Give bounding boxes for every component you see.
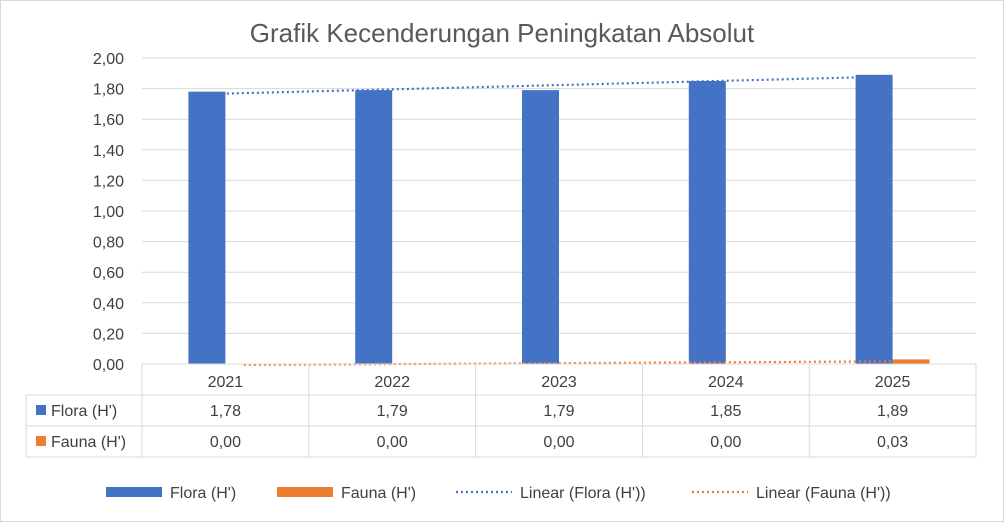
- bar-flora: [855, 74, 893, 364]
- data-table: 2021 2022 2023 2024 2025 Flora (H') 1,78 1,79 1,…: [25, 363, 977, 458]
- data-label: 1,79: [377, 403, 408, 420]
- bar-flora: [522, 90, 559, 364]
- bar-flora: [688, 80, 726, 364]
- y-tick-label: 1,00: [93, 204, 124, 221]
- bar-flora: [355, 90, 393, 364]
- y-tick-label: 0,20: [93, 326, 124, 343]
- data-label: 1,89: [877, 403, 908, 420]
- legend-swatch-flora: [106, 487, 162, 497]
- y-tick-label: 0,40: [93, 296, 124, 313]
- y-tick-label: 1,60: [93, 112, 124, 129]
- table-series-key: [36, 436, 46, 446]
- table-series-name: Flora (H'): [51, 403, 117, 420]
- data-label: 1,79: [543, 403, 574, 420]
- data-label: 1,85: [710, 403, 741, 420]
- legend-label-trend-flora: Linear (Flora (H')): [520, 485, 646, 502]
- data-label: 0,00: [543, 434, 574, 451]
- data-label: 0,03: [877, 434, 908, 451]
- y-tick-label: 1,20: [93, 173, 124, 190]
- bar-flora: [188, 91, 226, 364]
- data-label: 1,78: [210, 403, 241, 420]
- legend-label-fauna: Fauna (H'): [341, 485, 416, 502]
- table-series-name: Fauna (H'): [51, 434, 126, 451]
- table-series-key: [36, 405, 46, 415]
- bar-fauna: [892, 359, 930, 364]
- y-tick-label: 0,80: [93, 235, 124, 252]
- y-tick-label: 1,40: [93, 143, 124, 160]
- category-label: 2025: [875, 374, 911, 391]
- chart-title: Grafik Kecenderungan Peningkatan Absolut: [250, 18, 755, 48]
- data-label: 0,00: [377, 434, 408, 451]
- y-tick-label: 1,80: [93, 82, 124, 99]
- y-tick-label: 2,00: [93, 51, 124, 68]
- y-tick-label: 0,60: [93, 265, 124, 282]
- y-axis-ticks: 0,00 0,20 0,40 0,60 0,80 1,00 1,20 1,40 1,60 1,80…: [93, 51, 124, 374]
- legend-label-trend-fauna: Linear (Fauna (H')): [756, 485, 891, 502]
- category-label: 2021: [208, 374, 244, 391]
- category-label: 2023: [541, 374, 577, 391]
- legend: Flora (H') Fauna (H') Linear (Flora (H')) L…: [106, 485, 891, 502]
- category-label: 2022: [374, 374, 410, 391]
- category-label: 2024: [708, 374, 744, 391]
- legend-label-flora: Flora (H'): [170, 485, 236, 502]
- bars: [188, 74, 930, 364]
- legend-swatch-fauna: [277, 487, 333, 497]
- trendline-flora: [206, 75, 875, 96]
- data-label: 0,00: [210, 434, 241, 451]
- y-tick-label: 0,00: [93, 357, 124, 374]
- data-label: 0,00: [710, 434, 741, 451]
